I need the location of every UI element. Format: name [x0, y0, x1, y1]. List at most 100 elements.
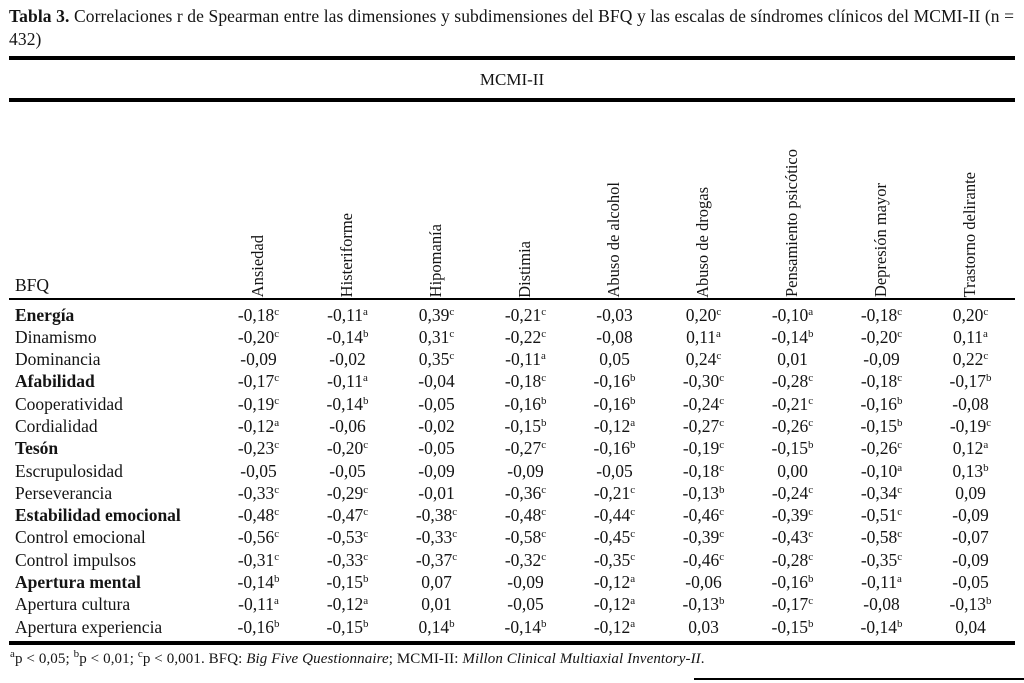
correlation-cell: -0,37c: [415, 549, 458, 570]
correlation-cell: -0,09: [418, 460, 455, 481]
column-header-trastorno-delirante: Trastorno delirante: [926, 102, 1015, 297]
correlation-cell: -0,43c: [771, 527, 814, 548]
correlation-cell: 0,03: [688, 616, 719, 637]
table-row-estabilidad-emocional: Estabilidad emocional -0,48c -0,47c -0,38c -…: [9, 504, 1015, 526]
correlation-cell: 0,20c: [685, 304, 722, 325]
row-label: Afabilidad: [15, 371, 95, 392]
table-caption: Correlaciones r de Spearman entre las di…: [9, 6, 1015, 49]
row-label: Apertura experiencia: [15, 616, 163, 637]
row-label: Dominancia: [15, 349, 101, 370]
significance-superscript: b: [985, 372, 992, 385]
correlation-cell: -0,18c: [860, 304, 903, 325]
significance-superscript: b: [629, 439, 636, 452]
correlation-cell: -0,07: [952, 527, 989, 548]
table-row-dinamismo: Dinamismo -0,20c -0,14b 0,31c -0,22c -0,08 0,1…: [9, 326, 1015, 348]
correlation-cell: -0,20c: [326, 438, 369, 459]
significance-superscript: b: [896, 416, 903, 429]
correlation-cell: -0,19c: [237, 393, 280, 414]
significance-superscript: c: [897, 327, 903, 340]
column-header-abuso-de-alcohol: Abuso de alcohol: [570, 102, 659, 297]
table-row-cooperatividad: Cooperatividad -0,19c -0,14b -0,05 -0,16b -0,…: [9, 393, 1015, 415]
correlation-cell: -0,05: [418, 438, 455, 459]
correlation-cell: -0,05: [952, 572, 989, 593]
correlation-cell: -0,11a: [327, 304, 368, 325]
correlation-cell: -0,18c: [237, 304, 280, 325]
correlation-cell: -0,08: [952, 393, 989, 414]
correlation-cell: -0,08: [863, 594, 900, 615]
footnote-instrument-name: Big Five Questionnaire: [246, 650, 389, 667]
significance-superscript: c: [630, 550, 636, 563]
correlation-cell: -0,46c: [682, 505, 725, 526]
column-header-label: Ansiedad: [248, 235, 268, 298]
significance-superscript: b: [273, 573, 280, 586]
correlation-cell: -0,11a: [505, 349, 546, 370]
significance-superscript: c: [897, 372, 903, 385]
correlation-cell: -0,05: [240, 460, 277, 481]
significance-superscript: c: [452, 550, 458, 563]
significance-superscript: a: [897, 461, 903, 474]
footnote-instrument-name: Millon Clinical Multiaxial Inventory-II: [462, 650, 701, 667]
significance-superscript: c: [897, 305, 903, 318]
bottom-partial-rule: [694, 678, 1024, 680]
significance-superscript: c: [274, 394, 280, 407]
correlation-cell: -0,21c: [593, 482, 636, 503]
correlation-cell: -0,17b: [949, 371, 992, 392]
significance-superscript: c: [897, 550, 903, 563]
significance-superscript: a: [274, 416, 280, 429]
correlation-cell: -0,48c: [504, 505, 547, 526]
correlation-cell: -0,05: [418, 393, 455, 414]
correlation-cell: -0,58c: [860, 527, 903, 548]
significance-superscript: c: [452, 506, 458, 519]
correlation-cell: -0,05: [596, 460, 633, 481]
body-top-rule: [9, 297, 1015, 300]
significance-superscript: b: [629, 394, 636, 407]
row-label: Estabilidad emocional: [15, 505, 181, 526]
table-footnote: ap < 0,05; bp < 0,01; cp < 0,001. BFQ: B…: [10, 647, 705, 667]
correlation-cell: -0,14b: [237, 572, 280, 593]
significance-superscript: a: [983, 327, 988, 340]
significance-superscript: a: [363, 595, 369, 608]
correlation-cell: 0,07: [421, 572, 452, 593]
column-header-hipomania: Hipomanía: [392, 102, 481, 297]
correlation-cell: -0,09: [240, 349, 277, 370]
column-header-histeriforme: Histeriforme: [303, 102, 392, 297]
row-label: Control impulsos: [15, 549, 137, 570]
row-label: Energía: [15, 304, 75, 325]
column-header-abuso-de-drogas: Abuso de drogas: [659, 102, 748, 298]
significance-superscript: c: [630, 506, 636, 519]
table-row-control-emocional: Control emocional -0,56c -0,53c -0,33c -0,58…: [9, 526, 1015, 548]
correlation-cell: -0,39c: [682, 527, 725, 548]
significance-superscript: c: [719, 506, 725, 519]
correlation-cell: -0,14b: [326, 393, 369, 414]
correlation-cell: -0,33c: [237, 482, 280, 503]
correlation-cell: -0,12a: [326, 594, 369, 615]
correlation-cell: 0,13b: [952, 460, 989, 481]
significance-superscript: b: [362, 573, 369, 586]
correlation-cell: -0,05: [507, 594, 544, 615]
correlation-cell: -0,18c: [860, 371, 903, 392]
table-row-energia: Energía -0,18c -0,11a 0,39c -0,21c -0,03 0,20c…: [9, 304, 1015, 326]
correlation-cell: -0,11a: [238, 594, 279, 615]
row-label: Cordialidad: [15, 415, 98, 436]
correlation-cell: -0,15b: [326, 616, 369, 637]
footnote-superscript: a: [10, 647, 15, 660]
significance-superscript: b: [273, 617, 280, 630]
significance-superscript: c: [983, 350, 989, 363]
correlation-cell: -0,19c: [682, 438, 725, 459]
correlation-cell: -0,09: [952, 505, 989, 526]
correlation-cell: -0,34c: [860, 482, 903, 503]
correlation-cell: -0,12a: [237, 415, 280, 436]
correlation-cell: -0,53c: [326, 527, 369, 548]
significance-superscript: c: [630, 528, 636, 541]
significance-superscript: c: [541, 372, 547, 385]
correlation-cell: -0,48c: [237, 505, 280, 526]
correlation-cell: 0,35c: [418, 349, 455, 370]
significance-superscript: b: [718, 595, 725, 608]
group-header-mcmi: MCMI-II: [479, 69, 545, 89]
significance-superscript: c: [363, 550, 369, 563]
table-row-cordialidad: Cordialidad -0,12a -0,06 -0,02 -0,15b -0,12a -…: [9, 415, 1015, 437]
correlation-cell: -0,27c: [682, 415, 725, 436]
table-row-apertura-experiencia: Apertura experiencia -0,16b -0,15b 0,14b -0,…: [9, 616, 1015, 638]
correlation-cell: -0,14b: [326, 326, 369, 347]
correlation-cell: -0,35c: [593, 549, 636, 570]
